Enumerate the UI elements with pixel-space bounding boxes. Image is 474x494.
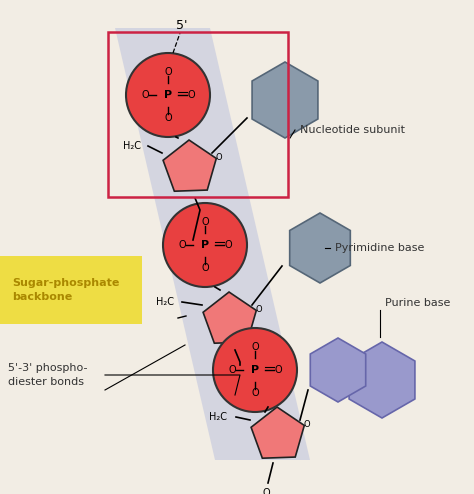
Text: O: O — [164, 67, 172, 77]
Text: 5'-3' phospho-
diester bonds: 5'-3' phospho- diester bonds — [8, 364, 88, 387]
Text: O: O — [224, 240, 232, 250]
Polygon shape — [310, 338, 366, 402]
Text: O: O — [274, 365, 282, 375]
Text: O: O — [228, 365, 236, 375]
Text: O: O — [262, 488, 270, 494]
Text: O: O — [255, 305, 262, 314]
Text: Sugar-phosphate
backbone: Sugar-phosphate backbone — [12, 279, 119, 302]
Text: O: O — [164, 113, 172, 123]
Text: O: O — [303, 420, 310, 429]
Text: O: O — [201, 217, 209, 227]
Circle shape — [213, 328, 297, 412]
Text: O: O — [141, 90, 149, 100]
Text: 5': 5' — [176, 18, 188, 32]
Bar — [108, 32, 288, 197]
Polygon shape — [115, 28, 310, 460]
Text: P: P — [164, 90, 172, 100]
Circle shape — [126, 53, 210, 137]
Text: H₂C: H₂C — [123, 141, 141, 151]
Polygon shape — [252, 62, 318, 138]
Text: H₂C: H₂C — [209, 412, 227, 422]
Circle shape — [163, 203, 247, 287]
Text: O: O — [251, 342, 259, 352]
Text: O: O — [251, 388, 259, 398]
Text: O: O — [178, 240, 186, 250]
Polygon shape — [163, 140, 216, 191]
Polygon shape — [203, 292, 256, 343]
Text: Nucleotide subunit: Nucleotide subunit — [300, 125, 405, 135]
Text: H₂C: H₂C — [156, 297, 174, 307]
Text: Pyrimidine base: Pyrimidine base — [335, 243, 424, 253]
Text: O: O — [187, 90, 195, 100]
Polygon shape — [349, 342, 415, 418]
Text: P: P — [251, 365, 259, 375]
Text: Purine base: Purine base — [385, 298, 450, 308]
Text: P: P — [201, 240, 209, 250]
Text: O: O — [215, 153, 222, 163]
Polygon shape — [251, 407, 304, 458]
Polygon shape — [290, 213, 350, 283]
Text: O: O — [201, 263, 209, 273]
